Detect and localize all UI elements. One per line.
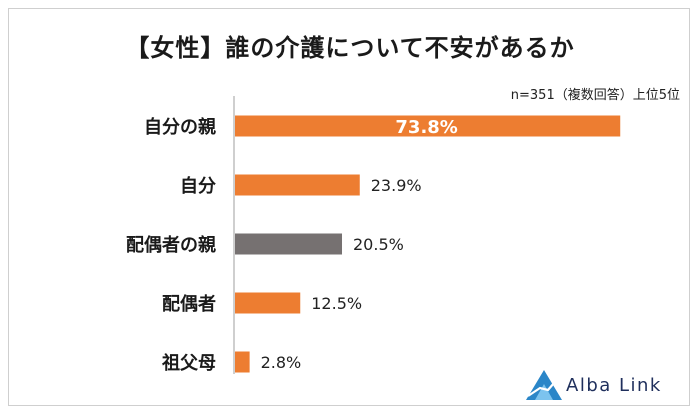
brand-name: Alba Link [566,375,662,396]
category-label-3: 配偶者の親 [126,234,216,256]
value-label-4: 12.5% [311,294,362,313]
bar-5 [235,351,250,373]
bar-2 [235,174,360,196]
chart-title: 【女性】誰の介護について不安があるか [125,34,575,62]
bar-3 [235,233,343,255]
chart-frame [8,8,690,406]
sample-note: n=351（複数回答）上位5位 [510,88,680,103]
category-label-1: 自分の親 [144,116,216,138]
category-label-5: 祖父母 [161,352,216,374]
value-label-2: 23.9% [371,176,422,195]
category-label-2: 自分 [180,175,216,197]
category-label-4: 配偶者 [162,293,216,315]
bar-1 [235,115,621,137]
value-label-5: 2.8% [261,353,302,372]
value-label-3: 20.5% [353,235,404,254]
bar-4 [235,292,301,314]
alba-link-logo-icon [526,370,562,400]
value-label-1: 73.8% [395,117,457,138]
